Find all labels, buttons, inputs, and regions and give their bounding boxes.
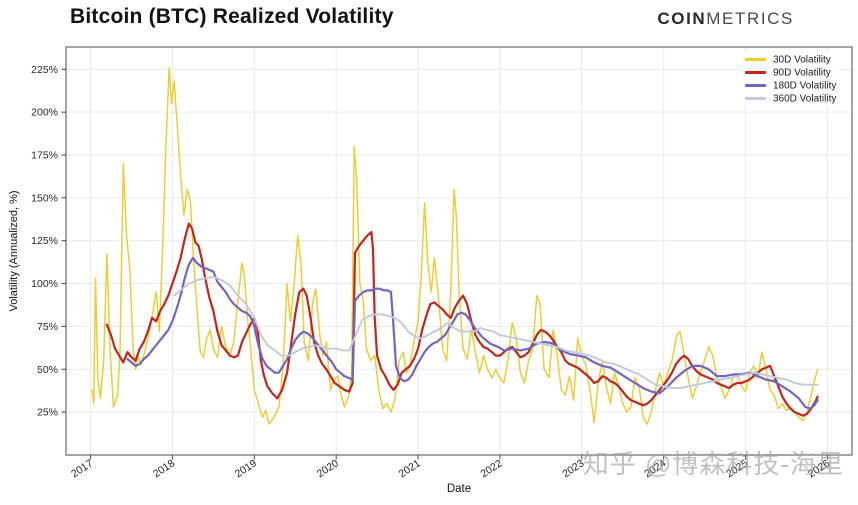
series-line-360d-volatility [173,275,819,390]
watermark-text: 知乎 @博森科技-海里 [582,449,844,479]
x-tick-label: 2019 [233,457,259,480]
logo-coin-text: COIN [657,9,707,28]
series-line-180d-volatility [126,256,819,410]
y-tick-label: 75% [37,321,58,333]
legend-line-swatch [745,97,766,101]
legend-line-swatch [745,71,766,75]
y-tick-label: 50% [37,364,58,376]
y-tick-label: 200% [31,107,58,119]
legend-label: 360D Volatility [773,93,837,105]
x-tick-label: 2022 [478,457,504,480]
y-tick-label: 225% [31,64,58,76]
x-tick-label: 2018 [151,457,177,480]
y-tick-label: 100% [31,278,58,290]
gridlines [66,47,852,455]
legend-item-360d-volatility: 360D Volatility [745,92,836,105]
y-axis-label: Volatility (Annualized, %) [8,190,20,311]
y-tick-label: 125% [31,235,58,247]
y-tick-label: 25% [37,407,58,419]
axis-tick-labels: 2017 2018 2019 2020 2021 2022 2023 2024 2025 2026… [31,64,832,480]
legend-line-swatch [745,84,766,88]
x-tick-label: 2017 [69,457,95,480]
legend-item-180d-volatility: 180D Volatility [745,79,836,92]
series-line-90d-volatility [105,222,819,417]
legend-line-swatch [745,58,766,62]
legend: 30D Volatility 90D Volatility 180D Volatil… [742,52,840,106]
plot-frame [65,46,853,456]
logo-metrics-text: METRICS [706,9,794,28]
legend-label: 180D Volatility [773,80,837,92]
series-lines [91,66,819,425]
axis-ticks [61,68,828,460]
legend-label: 30D Volatility [773,54,831,66]
x-tick-label: 2021 [397,457,423,480]
y-tick-label: 175% [31,150,58,162]
x-axis-label: Date [447,483,471,495]
coinmetrics-logo: COINMETRICS [657,9,794,29]
legend-item-90d-volatility: 90D Volatility [745,66,836,79]
legend-item-30d-volatility: 30D Volatility [745,53,836,66]
y-tick-label: 150% [31,192,58,204]
legend-label: 90D Volatility [773,67,831,79]
x-tick-label: 2020 [315,457,341,480]
page-title: Bitcoin (BTC) Realized Volatility [70,5,394,28]
